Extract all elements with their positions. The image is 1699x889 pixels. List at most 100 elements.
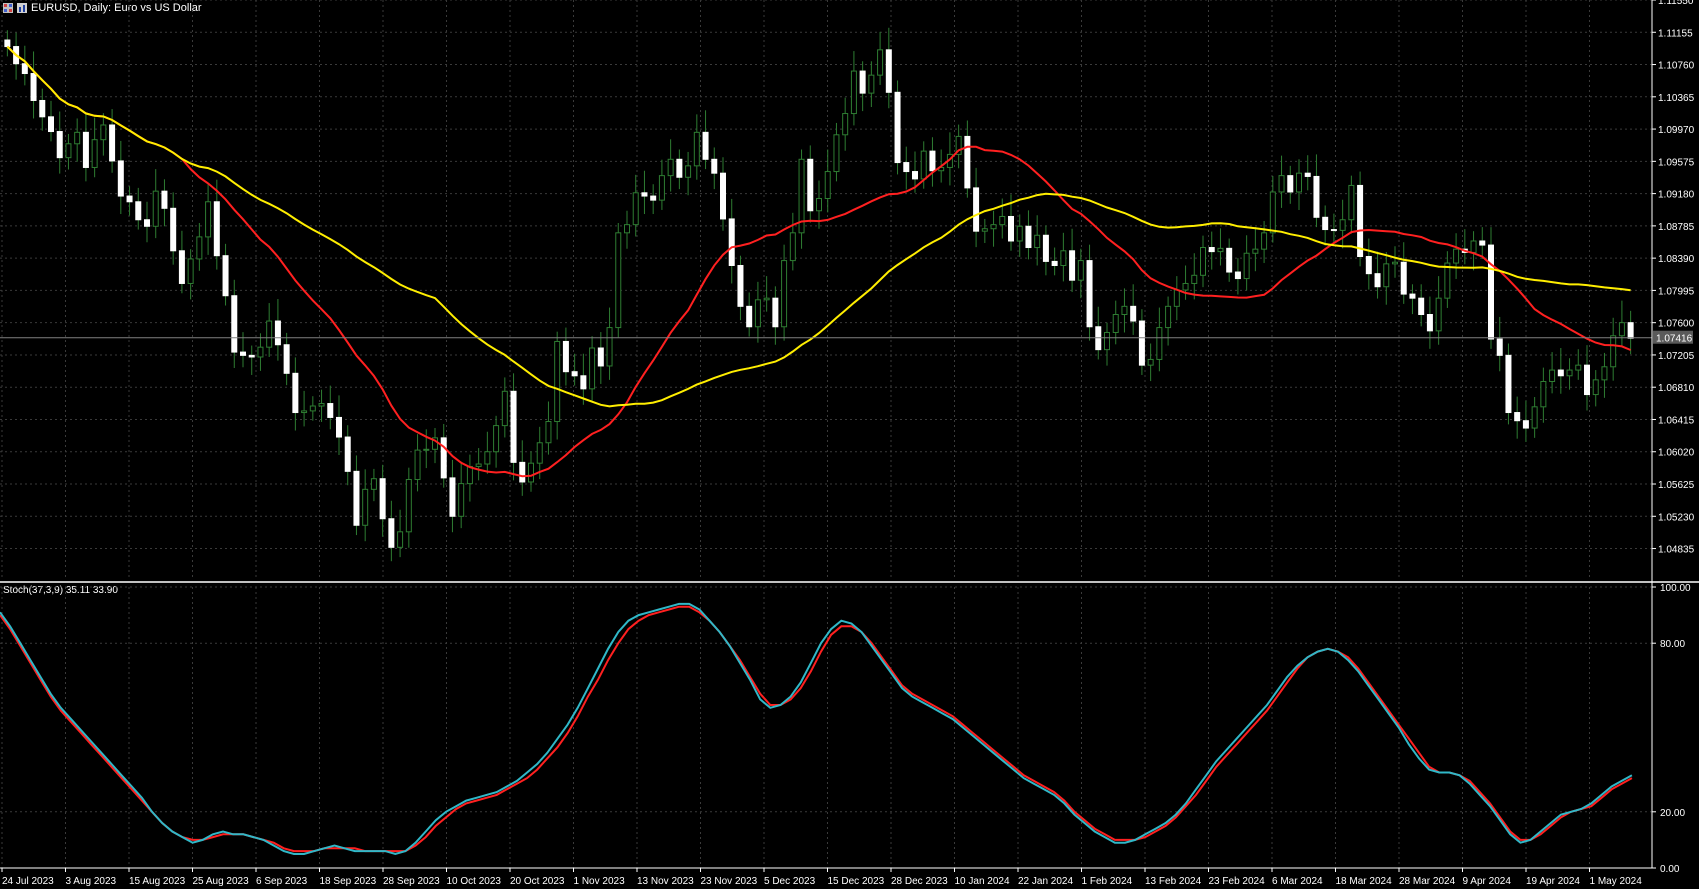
x-tick-label: 10 Oct 2023 [447,876,502,887]
candle [283,344,290,374]
stoch-tick-label: 80.00 [1660,639,1685,650]
candle [135,201,142,221]
candle [56,131,63,159]
x-tick-label: 19 Apr 2024 [1526,876,1580,887]
candle [580,375,587,390]
candle [1060,250,1067,266]
candle [1557,369,1564,377]
candle [973,187,980,232]
candle [702,131,709,160]
stoch-tick-label: 20.00 [1660,808,1685,819]
candle [1208,247,1215,253]
candle [528,462,534,483]
candle [309,405,316,412]
candle [763,297,770,301]
candle [1121,305,1128,316]
candle [1514,412,1521,422]
candle [789,232,796,262]
candle [676,158,683,178]
grid-icon [3,3,13,13]
candle [562,340,569,373]
stochastic-title: Stoch(37,3,9) 35.11 33.90 [3,585,118,596]
candle [493,425,500,453]
candle [301,410,308,414]
candle [327,403,334,418]
x-tick-label: 1 Nov 2023 [574,876,626,887]
candle [1540,380,1547,408]
candle [1147,358,1154,366]
candle [1618,322,1625,337]
y-tick-label: 1.10760 [1658,61,1695,72]
candle [1409,293,1416,299]
candle [484,451,491,465]
candle [30,73,37,101]
x-tick-label: 6 Sep 2023 [256,876,308,887]
candle [1051,260,1058,266]
candle [894,91,901,164]
x-tick-label: 25 Aug 2023 [193,876,250,887]
stoch-tick-label: 100.00 [1660,583,1691,594]
candle [650,195,657,201]
candle [1217,247,1224,253]
candle [981,228,988,232]
candle [1278,175,1285,193]
candle [859,70,866,94]
y-tick-label: 1.09180 [1658,190,1695,201]
candle [266,320,273,348]
candle [1479,240,1486,246]
candle [1592,379,1599,396]
candle [885,49,892,93]
candle [1008,215,1014,242]
candle [720,172,726,220]
candle [1627,322,1634,339]
y-tick-label: 1.07995 [1658,286,1695,297]
candle [912,171,918,180]
candle [370,478,377,490]
candle [632,192,639,226]
y-tick-label: 1.04835 [1658,545,1695,556]
candle [1575,364,1582,371]
candle [423,448,430,451]
candle [868,74,875,94]
candle [824,171,831,200]
candle [1269,191,1276,234]
candle [1130,305,1137,322]
candle [187,258,194,284]
candle [318,403,325,407]
candle [1365,256,1372,275]
candle [1339,219,1346,231]
ma-slow-line [6,45,1631,408]
candle [1234,271,1241,280]
x-tick-label: 23 Feb 2024 [1209,876,1266,887]
candle [1025,225,1032,249]
candle [693,131,700,167]
candle [379,478,386,520]
chart-header: EURUSD, Daily: Euro vs US Dollar [3,2,202,14]
x-tick-label: 1 Feb 2024 [1082,876,1133,887]
x-tick-label: 10 Jan 2024 [955,876,1010,887]
candle [1453,248,1460,264]
candle [920,150,927,180]
candle [1383,263,1390,288]
candle [405,479,412,533]
candle [1426,314,1433,332]
candle [205,201,212,238]
candle [1104,331,1110,351]
x-tick-label: 28 Dec 2023 [891,876,948,887]
x-tick-label: 24 Jul 2023 [2,876,54,887]
x-tick-label: 6 Mar 2024 [1272,876,1323,887]
candle [1313,175,1320,218]
candle [877,49,884,76]
candle [754,299,761,328]
candle [353,470,360,526]
candle [519,461,526,483]
candle [1348,184,1355,221]
y-tick-label: 1.05230 [1658,512,1695,523]
candle [1226,247,1233,273]
candle [1138,320,1145,366]
candle [510,390,517,463]
candle [1200,247,1206,276]
candle [641,192,648,197]
candle [91,139,98,168]
